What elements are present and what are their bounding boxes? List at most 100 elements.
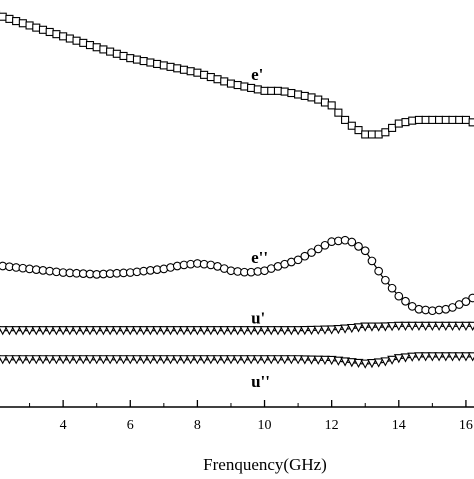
data-point (407, 321, 418, 331)
data-point (58, 355, 69, 365)
data-point (152, 355, 163, 365)
data-point (407, 352, 418, 362)
data-point (394, 119, 403, 128)
data-point (139, 56, 148, 66)
data-point (387, 355, 398, 365)
data-point (306, 355, 317, 365)
data-point (105, 326, 116, 336)
data-point (246, 326, 257, 336)
data-point (461, 321, 471, 331)
data-point (259, 355, 270, 365)
data-point (340, 357, 351, 367)
data-point (367, 358, 377, 369)
data-point (71, 355, 82, 365)
data-point (447, 321, 458, 331)
data-point (51, 355, 62, 365)
data-point (354, 126, 363, 135)
data-point (427, 321, 438, 331)
series-1 (0, 10, 474, 139)
data-point (333, 356, 344, 366)
x-tick-label-6: 6 (127, 418, 134, 433)
data-point (78, 355, 89, 365)
data-point (427, 352, 438, 362)
data-point (266, 355, 277, 365)
data-point (166, 62, 175, 71)
data-point (300, 91, 309, 100)
data-point (125, 355, 136, 365)
data-point (125, 326, 136, 336)
data-point (5, 14, 14, 23)
data-point (247, 83, 256, 92)
data-point (199, 355, 210, 365)
data-point (461, 352, 471, 362)
data-point (158, 326, 169, 336)
data-point (299, 355, 310, 365)
data-point (111, 326, 122, 336)
data-point (421, 115, 430, 124)
data-point (18, 19, 27, 28)
data-point (152, 326, 163, 336)
data-point (0, 12, 7, 21)
data-point (192, 355, 203, 365)
data-point (354, 242, 363, 251)
series-label-2: e'' (251, 248, 268, 267)
series-3 (0, 321, 474, 336)
data-point (293, 355, 304, 365)
data-point (408, 116, 417, 125)
data-point (333, 324, 344, 335)
data-point (300, 251, 310, 261)
series-2 (0, 235, 474, 316)
data-point (373, 322, 384, 332)
data-point (85, 41, 95, 50)
data-point (314, 95, 323, 104)
data-point (388, 123, 397, 132)
data-point (420, 321, 431, 331)
data-point (360, 246, 370, 256)
data-point (193, 68, 202, 77)
data-point (307, 248, 316, 257)
data-point (71, 326, 82, 336)
data-point (454, 352, 465, 362)
x-tick-label-8: 8 (194, 418, 201, 433)
data-point (145, 355, 156, 365)
data-point (58, 326, 69, 336)
data-point (212, 326, 223, 336)
data-point (24, 326, 35, 336)
data-point (106, 47, 115, 56)
data-point (374, 266, 384, 276)
axes: 4 6 8 10 12 14 16 (0, 400, 474, 433)
data-point (111, 355, 122, 365)
data-point (361, 130, 370, 139)
data-point (252, 326, 263, 336)
data-point (206, 72, 215, 82)
data-point (126, 54, 135, 63)
data-point (138, 326, 149, 336)
data-point (327, 101, 336, 110)
x-tick-label-12: 12 (325, 418, 339, 433)
data-point (393, 321, 404, 331)
data-point (205, 326, 216, 336)
data-point (340, 324, 351, 334)
x-tick-label-4: 4 (60, 418, 67, 433)
data-point (260, 86, 269, 95)
data-point (279, 355, 290, 365)
data-point (373, 358, 384, 368)
data-point (24, 355, 35, 365)
data-point (347, 237, 357, 247)
data-point (85, 326, 95, 336)
x-tick-label-10: 10 (258, 418, 272, 433)
data-point (219, 355, 230, 365)
x-axis-title: Frenquency(GHz) (203, 455, 327, 474)
data-point (346, 323, 357, 334)
data-point (293, 255, 303, 265)
data-point (273, 86, 283, 95)
data-point (267, 86, 276, 95)
data-point (17, 326, 28, 336)
data-point (132, 55, 142, 64)
data-point (239, 326, 250, 336)
data-point (240, 82, 249, 91)
data-point (306, 325, 317, 336)
data-point (461, 297, 471, 306)
data-point (138, 355, 149, 365)
data-point (401, 296, 410, 306)
